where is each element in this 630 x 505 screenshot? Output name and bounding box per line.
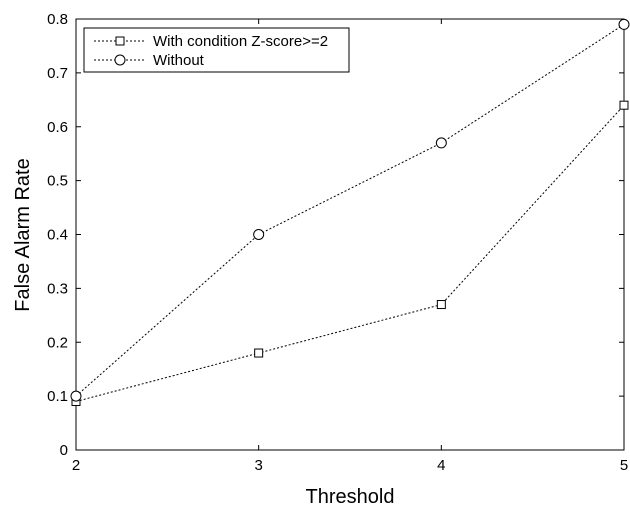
legend-with-zscore-label: With condition Z-score>=2 xyxy=(153,33,328,50)
series-without-point xyxy=(253,229,265,240)
y-tick-label: 0.5 xyxy=(47,173,68,190)
plot-frame xyxy=(75,18,625,451)
x-tick-label: 4 xyxy=(437,457,445,474)
series-layer xyxy=(70,18,630,407)
y-tick-label: 0 xyxy=(60,442,68,459)
series-without-point xyxy=(618,18,630,30)
x-axis: 2 3 4 5 xyxy=(72,19,628,474)
series-with-zscore-point xyxy=(619,100,629,110)
legend: With condition Z-score>=2 Without xyxy=(83,27,350,73)
x-tick-label: 3 xyxy=(254,457,262,474)
legend-without-label: Without xyxy=(153,52,205,69)
y-tick-label: 0.7 xyxy=(47,65,68,82)
x-tick-label: 5 xyxy=(620,457,628,474)
series-with-zscore-line xyxy=(75,104,625,402)
series-with-zscore-point xyxy=(436,300,446,310)
legend-box xyxy=(83,27,350,73)
series-with-zscore-point xyxy=(254,348,264,358)
series-without-line xyxy=(75,23,625,397)
y-tick-label: 0.6 xyxy=(47,119,68,136)
y-tick-label: 0.1 xyxy=(47,388,68,405)
y-tick-label: 0.2 xyxy=(47,334,68,351)
y-axis: 0 0.1 0.2 0.3 0.4 0.5 0.6 0.7 0.8 xyxy=(47,11,624,459)
series-without-point xyxy=(70,390,82,402)
y-tick-label: 0.8 xyxy=(47,11,68,28)
series-without-point xyxy=(435,137,447,149)
legend-with-zscore-marker xyxy=(115,36,125,46)
y-tick-label: 0.4 xyxy=(47,227,68,244)
y-axis-title: False Alarm Rate xyxy=(12,158,34,311)
y-tick-label: 0.3 xyxy=(47,280,68,297)
x-tick-label: 2 xyxy=(72,457,80,474)
legend-without-marker xyxy=(114,54,126,66)
x-axis-title: Threshold xyxy=(306,486,395,505)
